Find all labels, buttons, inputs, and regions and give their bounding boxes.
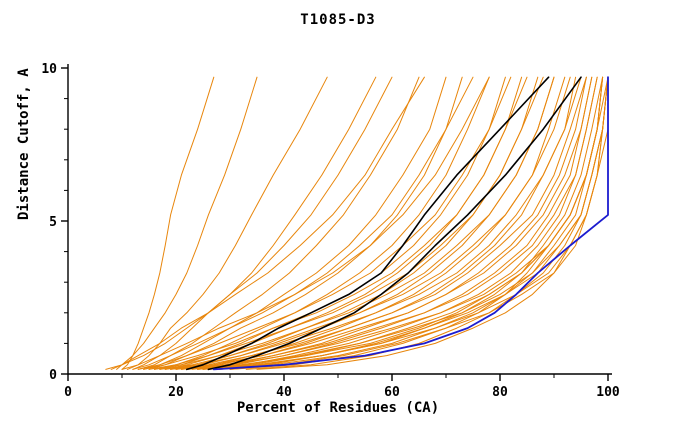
model-curve-orange — [121, 76, 490, 370]
y-tick-label: 10 — [41, 62, 57, 77]
model-curve-orange — [105, 76, 393, 370]
model-curve-orange — [137, 76, 512, 370]
x-tick-label: 60 — [384, 385, 400, 400]
model-curve-black — [207, 76, 582, 371]
x-tick-label: 0 — [64, 385, 72, 400]
model-curve-orange — [148, 76, 544, 370]
model-curve-orange — [159, 76, 571, 370]
x-tick-label: 40 — [276, 385, 292, 400]
x-axis-label: Percent of Residues (CA) — [236, 400, 440, 416]
model-curve-orange — [175, 76, 593, 370]
model-curve-orange — [116, 76, 258, 370]
y-tick-label: 5 — [49, 215, 57, 230]
model-curve-orange — [126, 76, 328, 370]
model-curve-orange — [170, 76, 587, 370]
model-curve-orange — [164, 76, 582, 370]
model-curve-orange — [153, 76, 555, 370]
model-curve-orange — [256, 76, 609, 370]
model-curve-orange — [143, 76, 447, 370]
model-curve-orange — [153, 76, 490, 370]
x-tick-label: 100 — [596, 385, 620, 400]
model-curve-orange — [143, 76, 528, 370]
model-curve-orange — [197, 76, 609, 370]
model-curve-orange — [197, 76, 593, 370]
chart-title: T1085-D3 — [300, 12, 376, 28]
model-curve-orange — [180, 76, 598, 370]
model-curve-orange — [186, 76, 604, 370]
x-tick-label: 80 — [492, 385, 508, 400]
x-tick-label: 20 — [168, 385, 184, 400]
model-curve-black — [186, 76, 550, 371]
model-curve-orange — [110, 76, 425, 370]
model-curve-orange — [121, 76, 215, 370]
model-curve-blue — [212, 76, 609, 371]
model-curve-orange — [202, 76, 604, 370]
model-curve-orange — [175, 76, 555, 370]
y-tick-label: 0 — [49, 368, 57, 383]
